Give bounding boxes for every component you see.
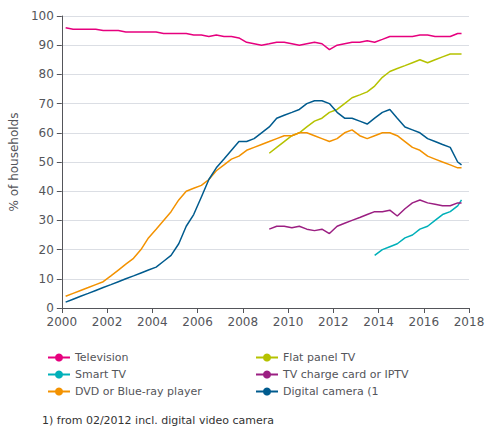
svg-text:DVD or Blue-ray player: DVD or Blue-ray player	[75, 385, 202, 398]
svg-text:70: 70	[39, 97, 54, 111]
svg-text:Digital camera (1: Digital camera (1	[283, 385, 379, 398]
svg-text:1) from 02/2012 incl. digital: 1) from 02/2012 incl. digital video came…	[42, 414, 274, 427]
svg-text:60: 60	[39, 126, 54, 140]
svg-text:% of households: % of households	[7, 113, 21, 212]
svg-text:2008: 2008	[228, 315, 259, 329]
svg-text:90: 90	[39, 38, 54, 52]
svg-text:2006: 2006	[182, 315, 213, 329]
svg-text:2016: 2016	[408, 315, 439, 329]
svg-text:TV charge card or IPTV: TV charge card or IPTV	[282, 368, 409, 381]
svg-text:50: 50	[39, 155, 54, 169]
svg-text:2002: 2002	[92, 315, 123, 329]
svg-text:80: 80	[39, 67, 54, 81]
svg-text:2004: 2004	[137, 315, 168, 329]
svg-text:2018: 2018	[454, 315, 485, 329]
svg-text:Flat panel TV: Flat panel TV	[283, 351, 356, 364]
svg-text:2014: 2014	[363, 315, 394, 329]
svg-text:Smart TV: Smart TV	[75, 368, 126, 381]
svg-text:2012: 2012	[318, 315, 349, 329]
svg-text:30: 30	[39, 213, 54, 227]
svg-text:100: 100	[31, 9, 54, 23]
svg-text:0: 0	[46, 301, 54, 315]
svg-text:40: 40	[39, 184, 54, 198]
svg-text:2000: 2000	[47, 315, 78, 329]
svg-text:2010: 2010	[273, 315, 304, 329]
svg-text:10: 10	[39, 272, 54, 286]
svg-text:Television: Television	[74, 351, 129, 364]
svg-text:20: 20	[39, 243, 54, 257]
